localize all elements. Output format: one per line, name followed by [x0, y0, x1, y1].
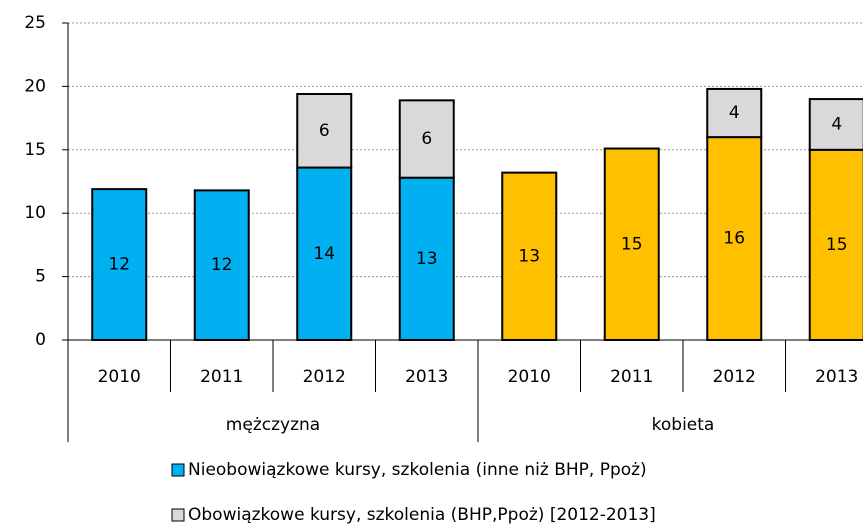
data-label: 13 — [416, 249, 438, 269]
data-label: 4 — [729, 103, 740, 123]
data-label: 12 — [108, 255, 130, 275]
bar-segment — [91, 188, 148, 341]
data-label: 16 — [723, 229, 745, 249]
data-label: 14 — [313, 244, 335, 264]
legend-label: Nieobowiązkowe kursy, szkolenia (inne ni… — [188, 460, 647, 480]
legend-label: Obowiązkowe kursy, szkolenia (BHP,Ppoż) … — [188, 505, 656, 525]
data-label: 15 — [621, 234, 643, 254]
y-tick-label: 10 — [24, 203, 46, 223]
y-tick-label: 0 — [35, 330, 46, 350]
data-label: 4 — [831, 114, 842, 134]
bar-segment — [603, 147, 660, 341]
bar-segment — [808, 98, 863, 151]
x-tick-label: 2012 — [303, 367, 346, 387]
x-tick-label: 2013 — [405, 367, 448, 387]
y-tick-label: 15 — [24, 140, 46, 160]
x-tick-label: 2011 — [200, 367, 243, 387]
group-label: mężczyzna — [226, 415, 320, 435]
group-label: kobieta — [652, 415, 715, 435]
x-tick-label: 2013 — [815, 367, 858, 387]
data-label: 15 — [826, 235, 848, 255]
bar-segment — [296, 93, 353, 169]
x-tick-label: 2011 — [610, 367, 653, 387]
bar-segment — [706, 136, 763, 341]
y-tick-label: 5 — [35, 267, 46, 287]
legend-swatch — [171, 508, 185, 522]
data-label: 12 — [211, 255, 233, 275]
bar-segment — [706, 87, 763, 139]
data-label: 6 — [421, 129, 432, 149]
data-label: 6 — [319, 121, 330, 141]
y-tick-label: 25 — [24, 13, 46, 33]
data-label: 13 — [518, 246, 540, 266]
x-tick-label: 2010 — [98, 367, 141, 387]
legend-swatch — [171, 463, 185, 477]
y-tick-label: 20 — [24, 76, 46, 96]
x-tick-label: 2012 — [713, 367, 756, 387]
x-tick-label: 2010 — [508, 367, 551, 387]
bar-segment — [193, 189, 250, 341]
bar-segment — [398, 99, 455, 179]
